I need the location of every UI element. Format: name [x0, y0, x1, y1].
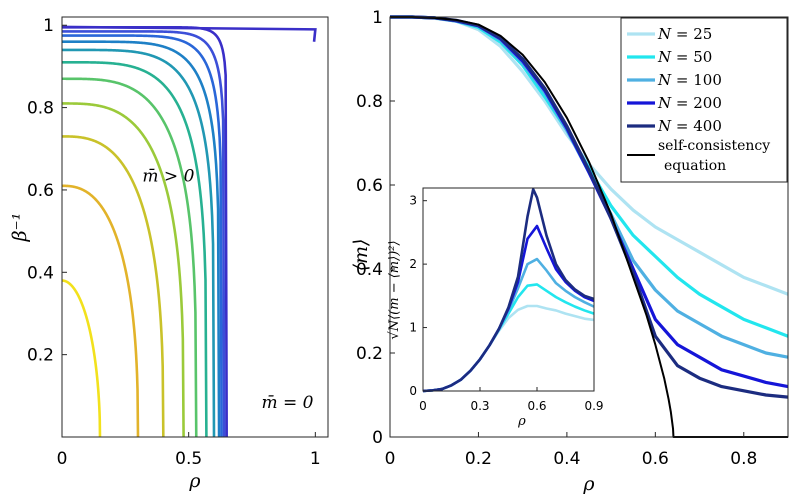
left-contour-1	[60, 279, 102, 438]
right-x-tick-label: 0.4	[553, 449, 580, 469]
left-y-tick-label: 1	[43, 16, 54, 36]
left-contour-top-edge	[61, 25, 317, 42]
right-series-lines	[390, 15, 789, 438]
inset-y-axis-label: √N⟨(m − ⟨m⟩)²⟩	[387, 240, 402, 339]
right-y-axis-label: ⟨m⟩	[350, 239, 372, 272]
right-x-axis-label: ρ	[582, 473, 595, 495]
right-ticks: 0 0.2 0.4 0.6 0.8 0 0.2 0.4 0.6 0.8 1	[356, 8, 757, 469]
inset-x-tick-label: 0.6	[527, 399, 546, 413]
right-y-tick-label: 0	[372, 428, 383, 448]
left-contour-7	[61, 48, 216, 438]
legend-label: N = 50	[657, 48, 712, 66]
legend: N = 25 N = 50 N = 100 N = 200 N = 400 self-co…	[620, 17, 788, 183]
right-y-tick-label: 0.8	[356, 92, 383, 112]
right-y-tick-label: 1	[372, 8, 383, 28]
legend-label: N = 100	[657, 71, 722, 89]
left-x-tick-label: 0.5	[175, 449, 202, 469]
left-contour-4	[61, 102, 185, 438]
left-contour-9	[61, 34, 223, 438]
inset-axes-box	[422, 187, 595, 392]
left-axes-box	[61, 16, 329, 438]
right-y-tick-label: 0.2	[356, 344, 383, 364]
inset-y-tick-label: 0	[409, 384, 417, 398]
right-x-tick-label: 0.8	[730, 449, 757, 469]
inset-ticks: 0 0.3 0.6 0.9 0 1 2 3	[409, 194, 603, 413]
inset-x-tick-label: 0.3	[470, 399, 489, 413]
left-contour-3	[61, 135, 165, 438]
legend-label: N = 200	[657, 94, 722, 112]
variance-inset: 0 0.3 0.6 0.9 0 1 2 3 ρ √N⟨(m − ⟨m⟩)²⟩	[387, 187, 604, 429]
right-axes-box	[389, 16, 789, 438]
annotation-m-zero: m̄ = 0	[261, 393, 313, 413]
left-contour-8	[61, 40, 221, 438]
inset-x-axis-label: ρ	[517, 414, 526, 429]
inset-x-tick-label: 0	[419, 399, 427, 413]
left-y-tick-label: 0.8	[27, 99, 54, 119]
inset-plot-area	[423, 188, 594, 391]
left-contour-5	[61, 77, 198, 438]
right-x-tick-label: 0.2	[465, 449, 492, 469]
left-contour-2	[61, 184, 140, 438]
left-y-tick-label: 0.6	[27, 181, 54, 201]
left-contour-lines	[60, 25, 317, 438]
right-y-tick-label: 0.6	[356, 176, 383, 196]
annotation-m-positive: m̄ > 0	[142, 167, 194, 187]
left-y-tick-label: 0.4	[27, 263, 54, 283]
left-contour-10	[61, 30, 226, 438]
left-x-tick-label: 0	[57, 449, 68, 469]
left-ticks: 0 0.5 1 0.2 0.4 0.6 0.8 1	[27, 16, 321, 469]
inset-y-tick-label: 2	[409, 257, 417, 271]
right-magnetization-panel: 0 0.2 0.4 0.6 0.8 0 0.2 0.4 0.6 0.8 1 ρ ⟨m⟩ 0 0.3 0.…	[350, 8, 789, 495]
legend-label: N = 25	[657, 25, 712, 43]
left-y-tick-label: 0.2	[27, 346, 54, 366]
legend-label-line2: equation	[664, 158, 726, 174]
left-x-tick-label: 1	[310, 449, 321, 469]
left-contour-6	[61, 60, 208, 438]
left-contour-panel: 0 0.5 1 0.2 0.4 0.6 0.8 1 m̄ > 0 m̄ = 0 ρ β⁻¹	[9, 16, 329, 492]
inset-x-tick-label: 0.9	[584, 399, 603, 413]
inset-y-tick-label: 3	[409, 194, 417, 208]
legend-label: N = 400	[657, 117, 722, 135]
inset-series-lines	[422, 187, 595, 393]
inset-y-tick-label: 1	[409, 321, 417, 335]
left-x-axis-label: ρ	[188, 470, 201, 492]
right-x-tick-label: 0	[385, 449, 396, 469]
right-series-self-consistency-equation	[390, 16, 788, 438]
left-y-axis-label: β⁻¹	[9, 213, 31, 243]
right-y-tick-label: 0.4	[356, 260, 383, 280]
right-x-tick-label: 0.6	[642, 449, 669, 469]
inset-series-N-=-400	[422, 187, 595, 393]
legend-items: N = 25 N = 50 N = 100 N = 200 N = 400 self-co…	[627, 25, 770, 174]
legend-label-line1: self-consistency	[658, 138, 770, 154]
